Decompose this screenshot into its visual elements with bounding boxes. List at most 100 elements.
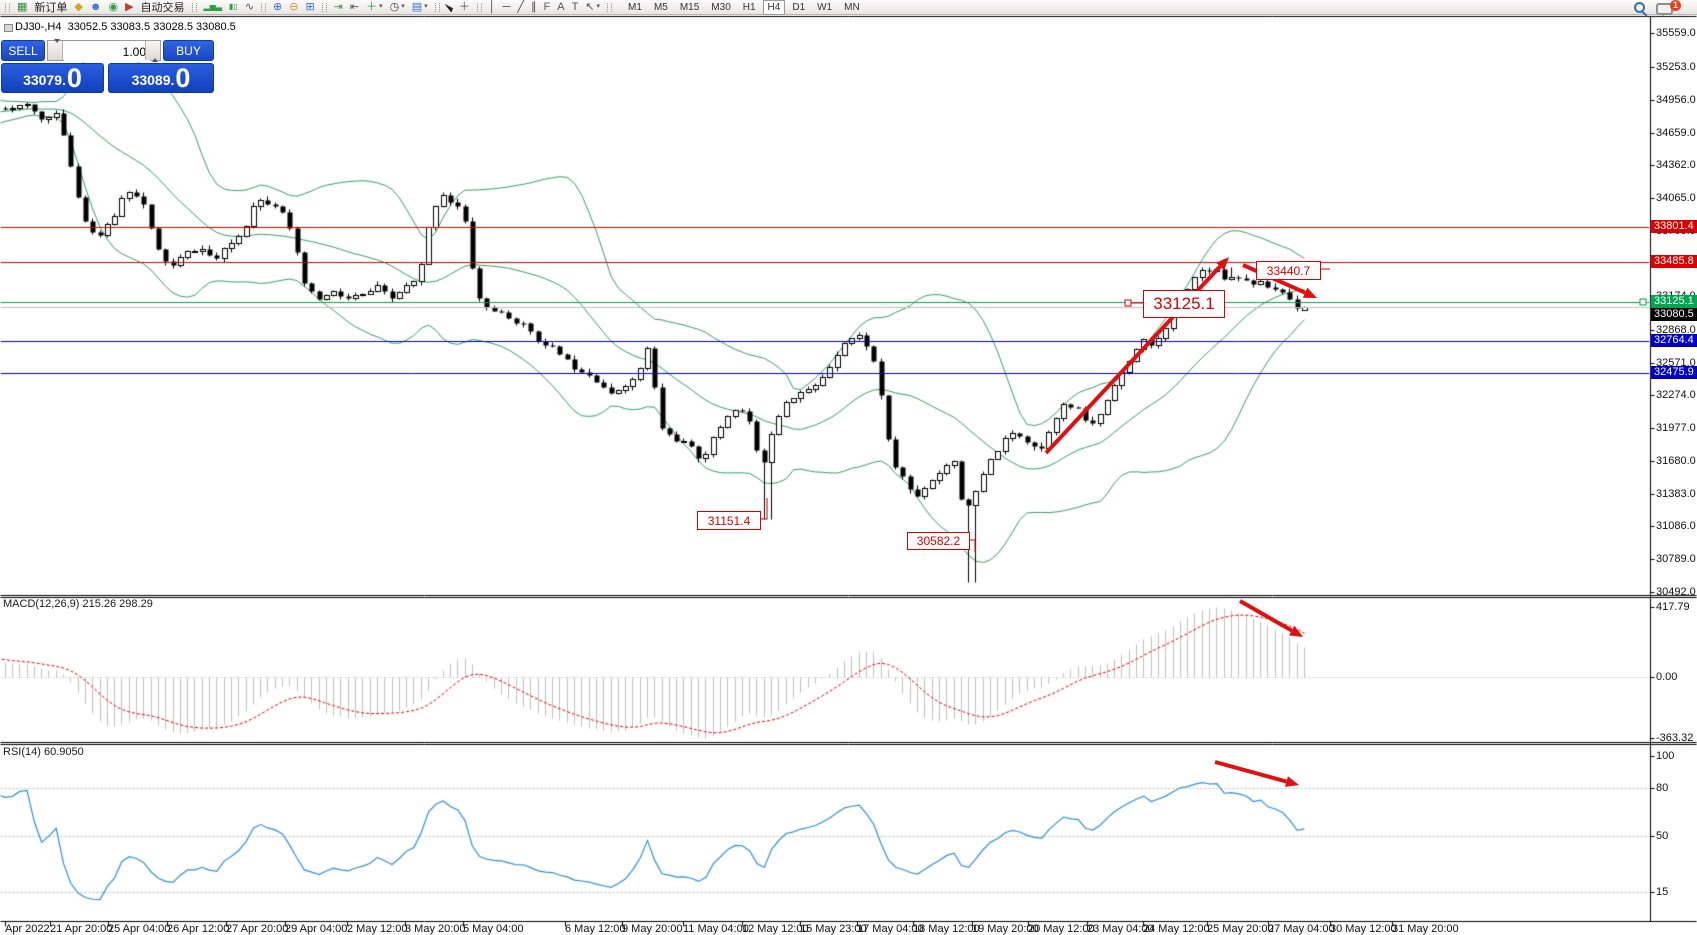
time-tick-label: 25 May 20:00: [1207, 923, 1274, 935]
rsi-tick-label: 80: [1656, 782, 1669, 794]
vertical-line-icon[interactable]: │: [488, 1, 496, 13]
volume-input[interactable]: [64, 41, 150, 62]
new-order-icon[interactable]: ▦: [17, 1, 28, 13]
current-price-label: 33080.5: [1651, 307, 1697, 321]
price-tick-label: 34362.0: [1656, 159, 1696, 172]
zoom-in-icon[interactable]: ⊕: [273, 1, 283, 13]
time-tick-label: Apr 2022: [5, 923, 50, 935]
timeframe-button-M1[interactable]: M1: [628, 1, 642, 13]
time-tick-label: 20 May 12:00: [1028, 923, 1095, 935]
triangle-down-icon: [54, 39, 60, 61]
time-tick-label: 11 May 04:00: [683, 923, 749, 935]
profiles-icon[interactable]: ☻: [89, 1, 102, 13]
timeframe-button-H4[interactable]: H4: [762, 0, 786, 15]
candle-chart-icon[interactable]: ▮▯: [229, 2, 238, 11]
time-tick-label: 6 May 12:00: [565, 923, 626, 935]
main-toolbar: ▦ 新订单 ◆ ☻ ◉ ▶ 自动交易 ▂▅▃ ▮▯ ∿ ⊕ ⊖ ⊞ ⇥ ⇤ ＋ ▾ ◷ ▾ ▤ ▾ ＋ │ ─ ╱ ∥ F A T ↖ ▾ …: [0, 0, 1697, 16]
buy-button[interactable]: BUY: [163, 40, 214, 61]
search-icon[interactable]: [1634, 2, 1645, 13]
low-label-2[interactable]: 30582.2: [907, 532, 970, 550]
low-label-1[interactable]: 31151.4: [697, 511, 761, 530]
price-line-label: 32764.4: [1651, 334, 1697, 348]
time-tick-label: 29 Apr 04:00: [285, 923, 348, 935]
time-tick-label: 17 May 04:00: [857, 923, 924, 935]
price-tick-label: 35559.0: [1656, 27, 1696, 40]
timeframe-button-H1[interactable]: H1: [742, 1, 756, 13]
toolbar-separator: [321, 2, 327, 12]
timeframe-button-M30[interactable]: M30: [711, 1, 731, 13]
autotrade-icon[interactable]: ▶: [125, 1, 134, 13]
time-tick-label: 3 May 20:00: [405, 923, 466, 935]
price-line-label: 33801.4: [1651, 220, 1697, 234]
time-tick-label: 23 May 04:00: [1087, 923, 1154, 935]
trendline-icon[interactable]: ╱: [517, 1, 524, 13]
arrows-tool-icon[interactable]: ↖ ▾: [585, 1, 601, 13]
text-tool-icon[interactable]: A: [557, 1, 565, 13]
rsi-tick-label: 100: [1656, 750, 1675, 762]
volume-increase-button[interactable]: [145, 40, 160, 62]
volume-decrease-button[interactable]: [48, 39, 63, 61]
templates-icon[interactable]: ▤ ▾: [411, 1, 428, 13]
time-tick-label: 5 May 04:00: [463, 923, 524, 935]
tile-windows-icon[interactable]: ⊞: [305, 1, 315, 13]
crosshair-icon[interactable]: ＋: [458, 1, 470, 13]
sell-price-box[interactable]: 33079. 0: [1, 63, 104, 93]
high-label[interactable]: 33440.7: [1256, 261, 1321, 280]
timeframe-button-W1[interactable]: W1: [817, 1, 833, 13]
price-tick-label: 32274.0: [1656, 389, 1696, 402]
label-tool-icon[interactable]: T: [571, 1, 579, 13]
rsi-tick-label: 15: [1656, 886, 1669, 898]
zoom-out-icon[interactable]: ⊖: [289, 1, 299, 13]
buy-price-box[interactable]: 33089. 0: [108, 63, 214, 93]
fibonacci-icon[interactable]: F: [543, 1, 551, 13]
macd-label: MACD(12,26,9) 215.26 298.29: [3, 598, 153, 610]
time-tick-label: 24 May 12:00: [1143, 923, 1210, 935]
time-tick-label: 30 May 12:00: [1330, 923, 1397, 935]
horizontal-line-icon[interactable]: ─: [502, 1, 511, 13]
time-tick-label: 19 May 20:00: [972, 923, 1039, 935]
toolbar-separator: [607, 2, 613, 12]
new-order-label[interactable]: 新订单: [34, 2, 68, 14]
time-tick-label: 18 May 12:00: [913, 923, 980, 935]
toolbar-separator: [191, 2, 197, 12]
price-tick-label: 32868.0: [1656, 323, 1696, 336]
timeframe-button-M15[interactable]: M15: [679, 1, 700, 13]
toolbar-separator: [476, 2, 482, 12]
time-tick-label: 26 Apr 12:00: [167, 923, 230, 935]
dropdown-arrow-icon: ▾: [424, 3, 428, 10]
price-tick-label: 35253.0: [1656, 61, 1696, 73]
indicators-icon[interactable]: ＋ ▾: [366, 1, 383, 13]
time-tick-label: 12 May 12:00: [742, 923, 809, 935]
dropdown-arrow-icon: ▾: [401, 3, 405, 10]
price-tick-label: 34659.0: [1656, 126, 1696, 139]
rsi-tick-label: 50: [1656, 830, 1669, 842]
toolbar-separator: [5, 2, 10, 12]
cursor-tool-icon[interactable]: [444, 1, 455, 14]
buy-price-int: 33089.: [131, 72, 175, 88]
timeframe-button-M5[interactable]: M5: [653, 1, 668, 13]
time-tick-label: 27 May 04:00: [1268, 923, 1335, 935]
macd-tick-label: 417.79: [1656, 600, 1690, 613]
channel-icon[interactable]: ∥: [530, 1, 537, 13]
periods-icon[interactable]: ◷ ▾: [389, 1, 405, 13]
auto-scroll-icon[interactable]: ⇥: [333, 1, 343, 13]
sell-button[interactable]: SELL: [1, 40, 45, 61]
styles-icon[interactable]: ◆: [74, 1, 83, 13]
price-line-label: 32475.9: [1651, 366, 1697, 380]
timeframe-button-MN[interactable]: MN: [844, 1, 860, 13]
line-chart-icon[interactable]: ∿: [244, 1, 255, 13]
price-line-label: 33125.1: [1651, 294, 1697, 308]
timeframe-button-D1[interactable]: D1: [792, 1, 806, 13]
pivot-label[interactable]: 33125.1: [1143, 290, 1225, 318]
triangle-up-icon: [152, 40, 158, 62]
bar-chart-icon[interactable]: ▂▅▃: [203, 2, 222, 11]
macd-tick-label: -363.32: [1656, 731, 1694, 744]
chart-shift-icon[interactable]: ⇤: [349, 1, 360, 13]
symbol-icon: [4, 24, 13, 32]
autotrade-label[interactable]: 自动交易: [140, 2, 185, 14]
time-tick-label: 31 May 20:00: [1392, 923, 1459, 935]
signals-icon[interactable]: ◉: [108, 1, 119, 13]
price-tick-label: 31680.0: [1656, 454, 1696, 467]
notification-badge: 1: [1670, 0, 1681, 11]
